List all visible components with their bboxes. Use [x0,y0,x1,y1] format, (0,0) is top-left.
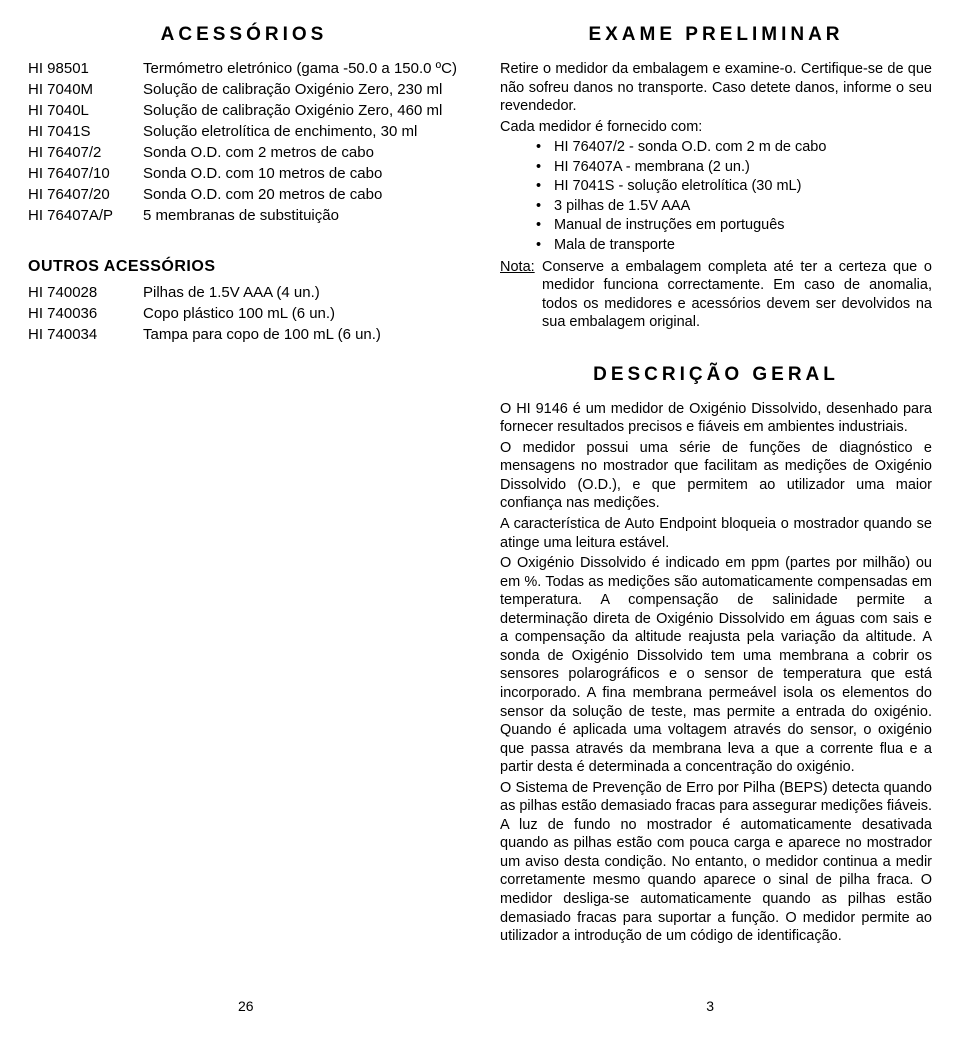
acc-desc: Copo plástico 100 mL (6 un.) [143,305,460,322]
exam-intro-2: Cada medidor é fornecido com: [500,118,932,137]
table-row: HI 76407/2Sonda O.D. com 2 metros de cab… [28,144,460,161]
right-column: EXAME PRELIMINAR Retire o medidor da emb… [500,24,932,1020]
table-row: HI 7040MSolução de calibração Oxigénio Z… [28,81,460,98]
acc-desc: Solução de calibração Oxigénio Zero, 230… [143,81,460,98]
acc-code: HI 76407A/P [28,207,143,224]
bullet-icon: • [536,158,554,178]
acc-desc: Tampa para copo de 100 mL (6 un.) [143,326,460,343]
desc-para: A característica de Auto Endpoint bloque… [500,515,932,552]
desc-title: DESCRIÇÃO GERAL [500,364,932,386]
exam-title: EXAME PRELIMINAR [500,24,932,46]
table-row: HI 76407/20Sonda O.D. com 20 metros de c… [28,186,460,203]
table-row: HI 76407A/P5 membranas de substituição [28,207,460,224]
acc-code: HI 740036 [28,305,143,322]
acc-code: HI 76407/20 [28,186,143,203]
list-item: •Mala de transporte [536,236,932,256]
table-row: HI 76407/10Sonda O.D. com 10 metros de c… [28,165,460,182]
table-row: HI 7040LSolução de calibração Oxigénio Z… [28,102,460,119]
acc-desc: 5 membranas de substituição [143,207,460,224]
list-item: •3 pilhas de 1.5V AAA [536,197,932,217]
acc-code: HI 740034 [28,326,143,343]
nota-text: Conserve a embalagem completa até ter a … [542,258,932,332]
bullet-list: •HI 76407/2 - sonda O.D. com 2 m de cabo… [536,138,932,255]
acc-code: HI 7041S [28,123,143,140]
bullet-text: HI 76407/2 - sonda O.D. com 2 m de cabo [554,138,826,158]
acc-desc: Pilhas de 1.5V AAA (4 un.) [143,284,460,301]
desc-para: O Sistema de Prevenção de Erro por Pilha… [500,779,932,946]
accessories-table: HI 98501Termómetro eletrónico (gama -50.… [28,60,460,224]
list-item: •HI 7041S - solução eletrolítica (30 mL) [536,177,932,197]
other-accessories-table: HI 740028Pilhas de 1.5V AAA (4 un.) HI 7… [28,284,460,343]
acc-desc: Sonda O.D. com 20 metros de cabo [143,186,460,203]
list-item: •HI 76407/2 - sonda O.D. com 2 m de cabo [536,138,932,158]
bullet-text: 3 pilhas de 1.5V AAA [554,197,690,217]
page-number-left: 26 [238,998,254,1014]
list-item: •Manual de instruções em português [536,216,932,236]
acc-code: HI 76407/2 [28,144,143,161]
table-row: HI 740028Pilhas de 1.5V AAA (4 un.) [28,284,460,301]
bullet-text: HI 76407A - membrana (2 un.) [554,158,750,178]
table-row: HI 740034Tampa para copo de 100 mL (6 un… [28,326,460,343]
nota-row: Nota: Conserve a embalagem completa até … [500,258,932,332]
bullet-icon: • [536,138,554,158]
table-row: HI 740036Copo plástico 100 mL (6 un.) [28,305,460,322]
bullet-icon: • [536,236,554,256]
acc-code: HI 7040M [28,81,143,98]
table-row: HI 7041SSolução eletrolítica de enchimen… [28,123,460,140]
acc-code: HI 98501 [28,60,143,77]
desc-para: O medidor possui uma série de funções de… [500,439,932,513]
acc-code: HI 7040L [28,102,143,119]
other-accessories-title: OUTROS ACESSÓRIOS [28,258,460,276]
bullet-icon: • [536,197,554,217]
left-column: ACESSÓRIOS HI 98501Termómetro eletrónico… [28,24,460,1020]
list-item: •HI 76407A - membrana (2 un.) [536,158,932,178]
bullet-text: Mala de transporte [554,236,675,256]
desc-para: O Oxigénio Dissolvido é indicado em ppm … [500,554,932,777]
bullet-icon: • [536,177,554,197]
page-number-right: 3 [706,998,714,1014]
desc-para: O HI 9146 é um medidor de Oxigénio Disso… [500,400,932,437]
page-root: ACESSÓRIOS HI 98501Termómetro eletrónico… [28,24,932,1020]
acc-desc: Solução de calibração Oxigénio Zero, 460… [143,102,460,119]
acc-code: HI 76407/10 [28,165,143,182]
bullet-text: HI 7041S - solução eletrolítica (30 mL) [554,177,801,197]
bullet-icon: • [536,216,554,236]
acc-desc: Sonda O.D. com 2 metros de cabo [143,144,460,161]
acc-code: HI 740028 [28,284,143,301]
table-row: HI 98501Termómetro eletrónico (gama -50.… [28,60,460,77]
acc-desc: Sonda O.D. com 10 metros de cabo [143,165,460,182]
bullet-text: Manual de instruções em português [554,216,785,236]
accessories-title: ACESSÓRIOS [28,24,460,46]
acc-desc: Solução eletrolítica de enchimento, 30 m… [143,123,460,140]
acc-desc: Termómetro eletrónico (gama -50.0 a 150.… [143,60,460,77]
nota-label: Nota: [500,258,542,332]
exam-intro-1: Retire o medidor da embalagem e examine-… [500,60,932,116]
